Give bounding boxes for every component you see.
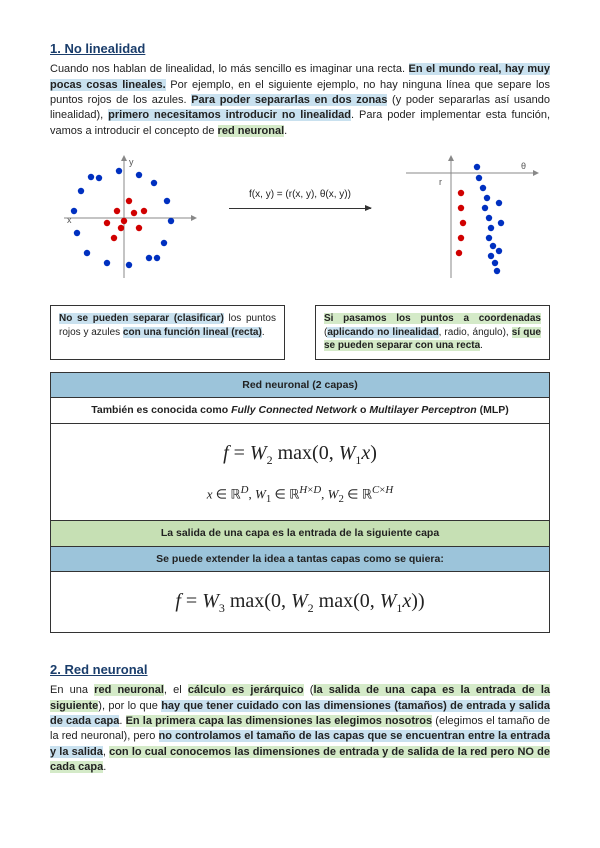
nn-row1: Red neuronal (2 capas) — [51, 372, 550, 398]
svg-text:θ: θ — [521, 161, 526, 171]
s2i: . — [119, 715, 125, 727]
figure-row: xy f(x, y) = (r(x, y), θ(x, y)) rθ — [50, 153, 550, 283]
nn-r2e: (MLP) — [477, 404, 509, 416]
nn-formula2-cell: f = W3 max(0, W2 max(0, W1x)) — [51, 572, 550, 633]
nn-row4: La salida de una capa es la entrada de l… — [51, 520, 550, 546]
s2g: ), por lo que — [98, 700, 161, 712]
s2n: con lo cual conocemos las dimensiones de… — [50, 746, 550, 773]
section1-title: 1. No linealidad — [50, 40, 550, 58]
caption-left: No se pueden separar (clasificar) los pu… — [50, 305, 285, 360]
nn-formula2: f = W3 max(0, W2 max(0, W1x)) — [59, 577, 541, 627]
left-chart: xy — [50, 153, 209, 283]
s2j: En la primera capa las dimensiones las e… — [126, 715, 433, 727]
section2-title: 2. Red neuronal — [50, 661, 550, 679]
arrow-icon — [229, 208, 372, 209]
transform-arrow: f(x, y) = (r(x, y), θ(x, y)) — [229, 153, 372, 209]
cr-c: aplicando no linealidad — [327, 327, 438, 338]
cr-a: Si pasamos los puntos a coordenadas — [324, 313, 541, 324]
nn-row2: También es conocida como Fully Connected… — [51, 398, 550, 424]
s2a: En una — [50, 684, 94, 696]
caption-right: Si pasamos los puntos a coordenadas (apl… — [315, 305, 550, 360]
cr-d: , radio, ángulo), — [439, 327, 512, 338]
section1-paragraph: Cuando nos hablan de linealidad, lo más … — [50, 62, 550, 139]
cr-f: . — [480, 340, 483, 351]
cl-c: con una función lineal (recta) — [123, 327, 262, 338]
nn-formula1: f = W2 max(0, W1x) — [59, 429, 541, 479]
svg-text:y: y — [129, 157, 134, 167]
caption-row: No se pueden separar (clasificar) los pu… — [50, 293, 550, 360]
nn-r2c: o — [357, 404, 369, 416]
s2b: red neuronal — [94, 684, 164, 696]
svg-text:x: x — [67, 215, 72, 225]
right-chart: rθ — [391, 153, 550, 283]
nn-row5: Se puede extender la idea a tantas capas… — [51, 546, 550, 572]
s2d: cálculo es jerárquico — [188, 684, 304, 696]
p1-t1: Cuando nos hablan de linealidad, lo más … — [50, 63, 409, 75]
section2-paragraph: En una red neuronal, el cálculo es jerár… — [50, 683, 550, 775]
s2e: ( — [304, 684, 314, 696]
cl-a: No se pueden separar (clasificar) — [59, 313, 224, 324]
nn-dims: x ∈ ℝD, W1 ∈ ℝH×D, W2 ∈ ℝC×H — [59, 479, 541, 515]
s2c: , el — [164, 684, 188, 696]
p1-t6: primero necesitamos introducir no lineal… — [108, 109, 351, 121]
p1-t8: red neuronal — [218, 125, 285, 137]
p1-t9: . — [284, 125, 287, 137]
nn-r2a: También es conocida como — [91, 404, 231, 416]
transform-fn: f(x, y) = (r(x, y), θ(x, y)) — [249, 188, 351, 202]
cl-d: . — [262, 327, 265, 338]
nn-table: Red neuronal (2 capas) También es conoci… — [50, 372, 550, 633]
s2o: . — [103, 761, 106, 773]
p1-t4: Para poder separarlas en dos zonas — [191, 94, 387, 106]
nn-r2d: Multilayer Perceptron — [369, 404, 476, 416]
nn-r2b: Fully Connected Network — [231, 404, 357, 416]
nn-formula1-cell: f = W2 max(0, W1x) x ∈ ℝD, W1 ∈ ℝH×D, W2… — [51, 424, 550, 521]
svg-text:r: r — [439, 177, 442, 187]
